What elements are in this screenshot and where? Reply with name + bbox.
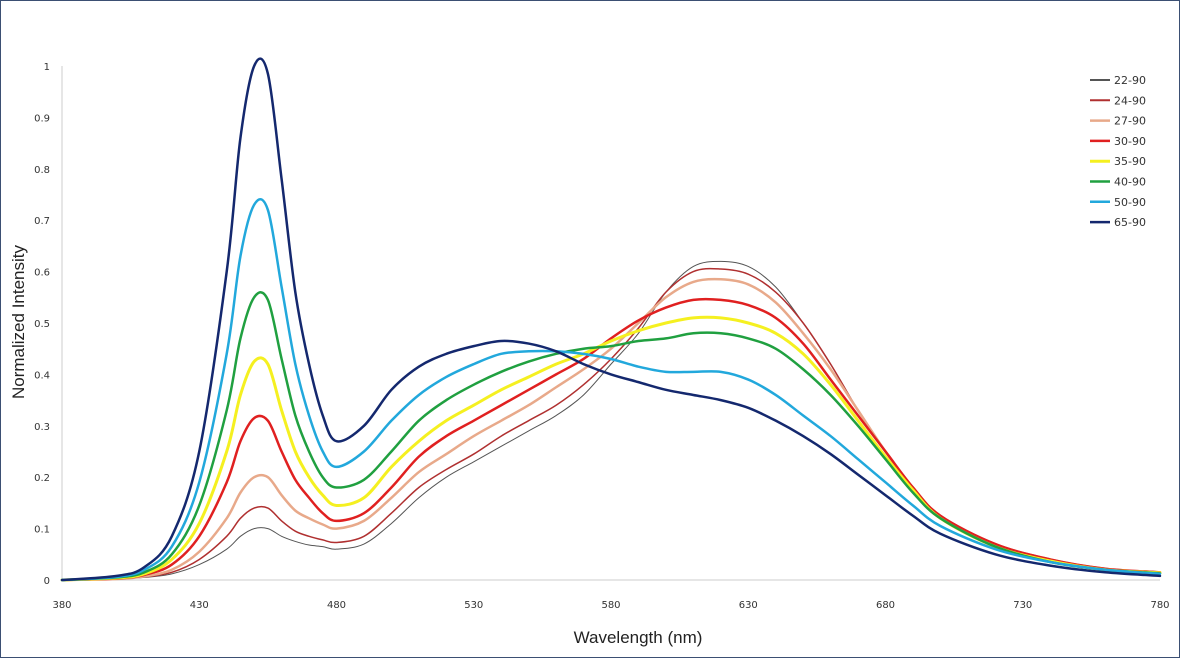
- legend: 22-90 24-90 27-90 30-90 35-90 40-90 50-90 65-90: [1090, 74, 1146, 229]
- x-tick-label: 430: [190, 600, 209, 611]
- series-lines: [60, 57, 1162, 582]
- x-tick-label: 680: [876, 600, 895, 611]
- series-line-24-90: [61, 267, 1161, 581]
- legend-label: 40-90: [1114, 176, 1146, 189]
- x-axis-label: Wavelength (nm): [574, 628, 703, 647]
- legend-label: 22-90: [1114, 74, 1146, 87]
- series-line-30-90: [60, 297, 1162, 582]
- y-tick-labels: 0 0.1 0.2 0.3 0.4 0.5 0.6 0.7 0.8 0.9 1: [34, 62, 50, 587]
- x-tick-label: 780: [1150, 600, 1169, 611]
- y-tick-label: 0.6: [34, 268, 50, 279]
- x-tick-label: 630: [739, 600, 758, 611]
- legend-label: 65-90: [1114, 216, 1146, 229]
- axes: [61, 66, 1160, 581]
- y-tick-label: 0.9: [34, 113, 50, 124]
- x-tick-label: 730: [1013, 600, 1032, 611]
- y-tick-label: 0.5: [34, 319, 50, 330]
- y-tick-label: 0.4: [34, 370, 50, 381]
- y-tick-label: 0: [44, 576, 50, 587]
- legend-label: 35-90: [1114, 155, 1146, 168]
- y-tick-label: 0.7: [34, 216, 50, 227]
- legend-label: 27-90: [1114, 115, 1146, 128]
- legend-label: 50-90: [1114, 196, 1146, 209]
- y-tick-label: 0.1: [34, 525, 50, 536]
- y-tick-label: 0.2: [34, 473, 50, 484]
- y-axis-label: Normalized Intensity: [9, 245, 28, 400]
- y-tick-label: 1: [44, 62, 50, 73]
- series-line-22-90: [61, 260, 1161, 581]
- x-tick-label: 380: [52, 600, 71, 611]
- series-line-35-90: [60, 315, 1162, 582]
- series-line-65-90: [60, 57, 1162, 582]
- y-tick-label: 0.3: [34, 422, 50, 433]
- y-tick-label: 0.8: [34, 165, 50, 176]
- x-tick-labels: 380 430 480 530 580 630 680 730 780: [52, 600, 1169, 611]
- x-tick-label: 580: [601, 600, 620, 611]
- series-line-27-90: [60, 277, 1162, 582]
- series-line-50-90: [60, 198, 1162, 582]
- x-tick-label: 530: [464, 600, 483, 611]
- legend-label: 30-90: [1114, 135, 1146, 148]
- legend-label: 24-90: [1114, 94, 1146, 107]
- series-line-40-90: [60, 291, 1162, 582]
- x-tick-label: 480: [327, 600, 346, 611]
